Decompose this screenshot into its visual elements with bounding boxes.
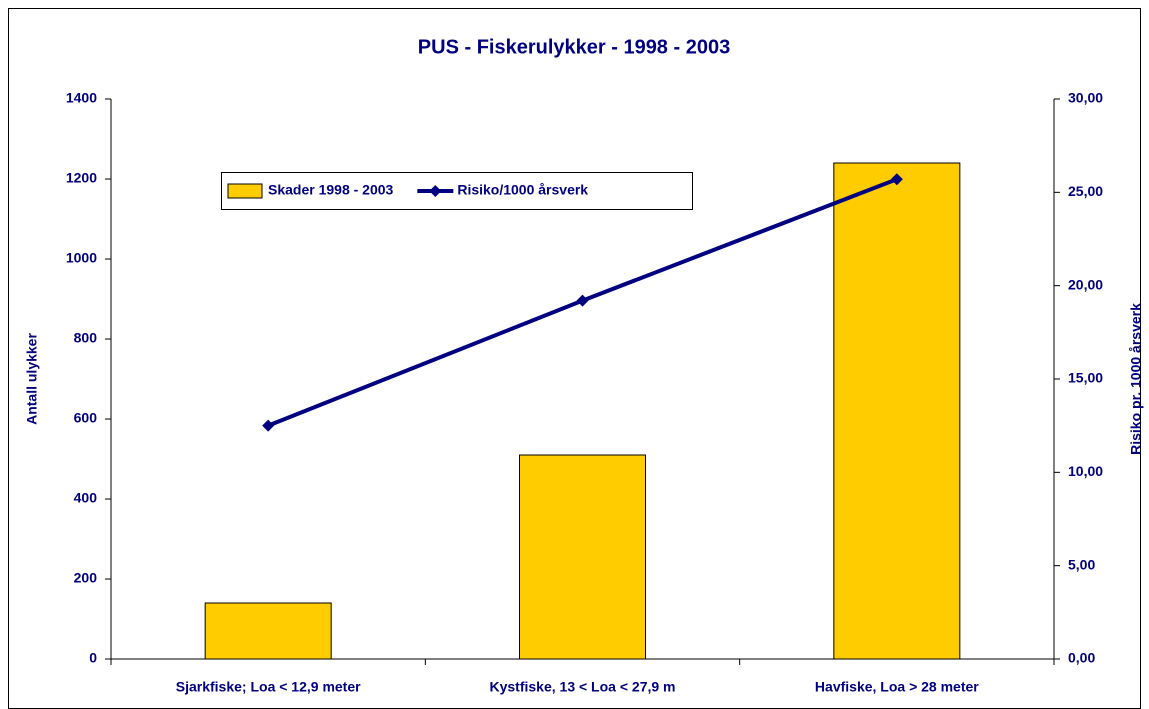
- y-axis-label: Antall ulykker: [24, 333, 40, 425]
- y2-axis-label: Risiko pr. 1000 årsverk: [1128, 303, 1144, 455]
- legend-label: Skader 1998 - 2003: [268, 182, 394, 198]
- y-tick-label: 1400: [66, 90, 97, 106]
- y2-tick-label: 20,00: [1068, 276, 1103, 292]
- bar: [519, 454, 646, 660]
- y2-tick-label: 5,00: [1068, 556, 1095, 572]
- bar: [204, 602, 332, 660]
- y-tick-label: 400: [74, 490, 98, 506]
- y2-tick-label: 30,00: [1068, 90, 1103, 106]
- marker: [262, 419, 275, 432]
- legend-marker: [429, 185, 442, 197]
- y-tick-label: 1200: [66, 170, 97, 186]
- y2-tick-label: 15,00: [1068, 370, 1103, 386]
- legend-box: [221, 172, 693, 210]
- bar: [833, 162, 961, 660]
- x-tick-label: Havfiske, Loa > 28 meter: [815, 679, 979, 695]
- legend-label: Risiko/1000 årsverk: [457, 182, 588, 198]
- y-tick-label: 0: [89, 650, 97, 666]
- chart-title: PUS - Fiskerulykker - 1998 - 2003: [418, 36, 730, 58]
- y-tick-label: 200: [74, 570, 98, 586]
- y2-tick-label: 0,00: [1068, 650, 1095, 666]
- y2-tick-label: 10,00: [1068, 463, 1103, 479]
- y2-tick-label: 25,00: [1068, 183, 1103, 199]
- y-tick-label: 1000: [66, 250, 97, 266]
- legend-swatch: [227, 183, 263, 199]
- marker: [890, 173, 903, 186]
- x-tick-label: Kystfiske, 13 < Loa < 27,9 m: [490, 679, 676, 695]
- y-tick-label: 800: [74, 330, 98, 346]
- y-tick-label: 600: [74, 410, 98, 426]
- x-tick-label: Sjarkfiske; Loa < 12,9 meter: [176, 679, 361, 695]
- marker: [576, 294, 589, 307]
